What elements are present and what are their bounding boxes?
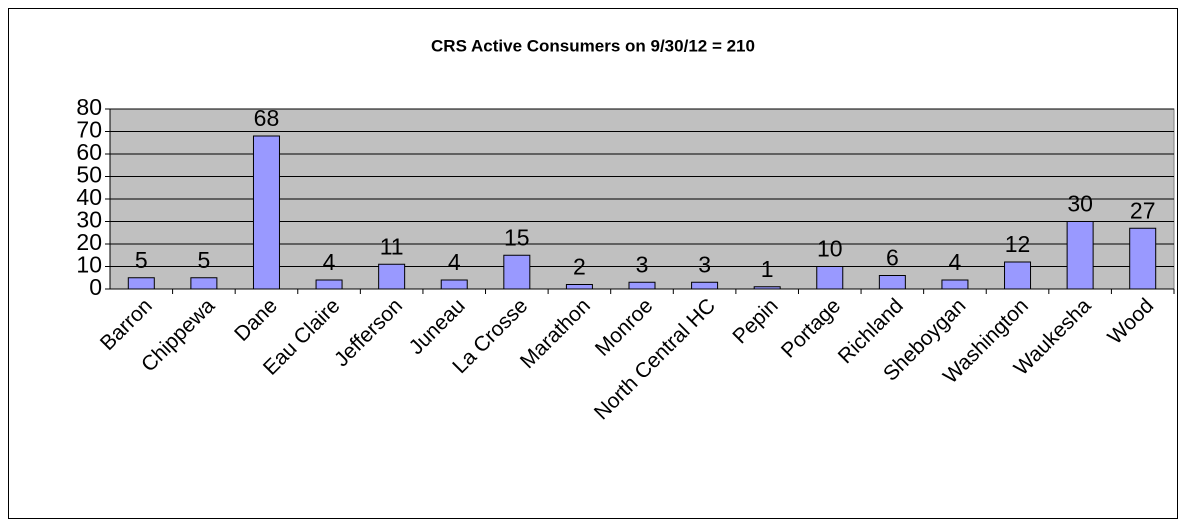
data-label: 30	[1067, 191, 1093, 217]
data-label: 11	[380, 233, 404, 259]
bar	[503, 254, 531, 290]
bar	[1066, 221, 1094, 290]
bar	[753, 286, 781, 290]
y-tick-label: 10	[76, 252, 102, 278]
y-tick-label: 0	[89, 274, 102, 300]
y-tick-label: 40	[76, 184, 102, 210]
bar	[816, 266, 844, 290]
y-tick-label: 80	[76, 94, 102, 120]
bar	[941, 279, 969, 290]
bar	[127, 277, 155, 290]
bar	[878, 275, 906, 290]
data-label: 6	[886, 245, 899, 271]
bar	[1004, 261, 1032, 290]
bar	[315, 279, 343, 290]
y-tick-label: 50	[76, 162, 102, 188]
data-label: 4	[949, 249, 962, 275]
y-tick-label: 70	[76, 117, 102, 143]
bar	[378, 263, 406, 290]
data-label: 5	[135, 247, 148, 273]
data-label: 12	[1005, 231, 1031, 257]
y-tick-label: 20	[76, 229, 102, 255]
data-label: 1	[761, 256, 774, 282]
data-label: 68	[254, 105, 280, 131]
data-label: 10	[817, 236, 843, 262]
data-label: 3	[698, 251, 711, 277]
data-label: 4	[323, 249, 336, 275]
bar	[440, 279, 468, 290]
chart-title: CRS Active Consumers on 9/30/12 = 210	[431, 36, 755, 55]
bar	[628, 281, 656, 290]
bar	[1129, 227, 1157, 290]
bar	[190, 277, 218, 290]
data-label: 4	[448, 249, 461, 275]
data-label: 5	[197, 247, 210, 273]
data-label: 15	[504, 224, 530, 250]
y-tick-label: 30	[76, 207, 102, 233]
bar	[252, 135, 280, 290]
data-label: 27	[1130, 197, 1156, 223]
bar	[565, 284, 593, 290]
data-label: 2	[573, 254, 586, 280]
bar	[691, 281, 719, 290]
data-label: 3	[636, 251, 649, 277]
y-tick-label: 60	[76, 139, 102, 165]
